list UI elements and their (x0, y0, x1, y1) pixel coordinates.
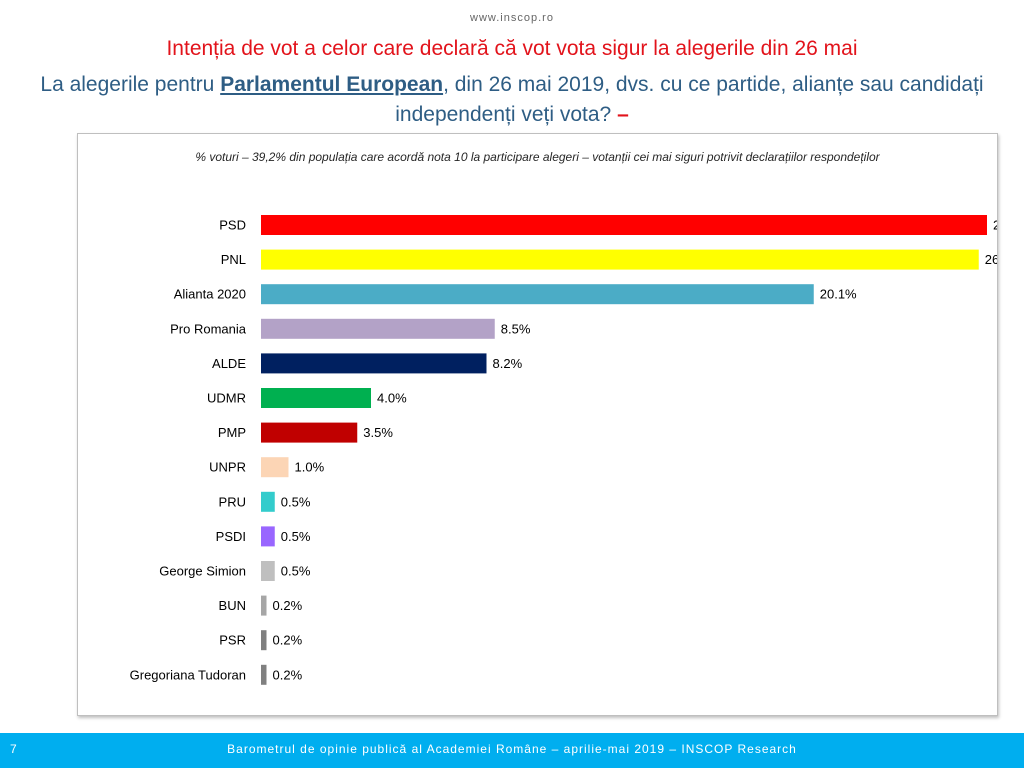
value-label: 8.5% (501, 321, 531, 336)
question-text-end: , din 26 mai 2019, dvs. cu ce partide, a… (395, 73, 984, 126)
question-emphasis: Parlamentul European (220, 73, 444, 96)
category-label: Pro Romania (170, 321, 247, 336)
question-text-start: La alegerile pentru (40, 73, 221, 96)
category-label: Gregoriana Tudoran (130, 667, 246, 682)
value-label: 4.0% (377, 391, 407, 406)
value-label: 0.5% (281, 529, 311, 544)
bar (261, 422, 358, 443)
site-url[interactable]: www.inscop.ro (470, 12, 554, 24)
bar (261, 526, 275, 547)
footer-text: Barometrul de opinie publică al Academie… (227, 742, 797, 756)
category-label: UNPR (209, 460, 246, 475)
page-question: La alegerile pentru Parlamentul European… (0, 70, 1024, 130)
bar-chart: PSD 26.4% PNL 26.1% Alianta 2020 20.1% Pro Rom… (130, 215, 997, 685)
question-dash: – (611, 103, 629, 126)
category-label: Alianta 2020 (174, 287, 246, 302)
value-label: 0.5% (281, 494, 311, 509)
category-label: BUN (219, 598, 246, 613)
category-label: PSDI (216, 529, 246, 544)
category-label: PSR (219, 633, 246, 648)
category-label: UDMR (207, 391, 246, 406)
chart-subtitle: % voturi – 39,2% din populația care acor… (195, 150, 880, 164)
chart-container: % voturi – 39,2% din populația care acor… (77, 133, 998, 716)
value-label: 1.0% (295, 460, 325, 475)
category-label: PNL (221, 252, 246, 267)
bar (261, 595, 267, 616)
page-number: 7 (10, 742, 17, 756)
value-label: 0.2% (273, 598, 303, 613)
value-label: 20.1% (820, 287, 857, 302)
bar (261, 561, 275, 581)
value-label: 26.4% (993, 218, 997, 233)
bar (261, 284, 814, 305)
value-label: 8.2% (493, 356, 523, 371)
bar (261, 630, 267, 651)
bar (261, 664, 267, 685)
category-label: PSD (219, 218, 246, 233)
bar (261, 457, 289, 478)
category-label: PRU (219, 494, 246, 509)
footer-bar: 7 Barometrul de opinie publică al Academ… (0, 733, 1024, 768)
page-title: Intenția de vot a celor care declară că … (166, 37, 858, 60)
bar (261, 249, 979, 270)
bar (261, 215, 987, 235)
category-label: PMP (218, 425, 246, 440)
value-label: 0.5% (281, 564, 311, 579)
bar (261, 491, 275, 512)
value-label: 3.5% (363, 425, 393, 440)
bar (261, 353, 487, 374)
value-label: 26.1% (985, 252, 997, 267)
category-label: ALDE (212, 356, 246, 371)
value-label: 0.2% (273, 667, 303, 682)
bar (261, 318, 495, 339)
bar (261, 388, 371, 408)
value-label: 0.2% (273, 633, 303, 648)
category-label: George Simion (159, 564, 246, 579)
